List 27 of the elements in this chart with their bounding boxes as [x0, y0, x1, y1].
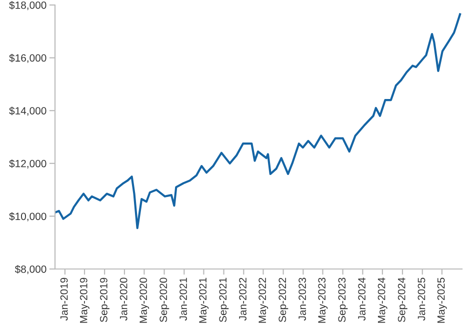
y-tick-label: $10,000	[9, 212, 46, 222]
x-tick-label: Jan-2019	[60, 278, 68, 321]
x-tick-label: Jan-2020	[120, 278, 128, 321]
x-tick-label: May-2023	[318, 278, 328, 323]
y-tick-label: $14,000	[9, 106, 46, 116]
x-tick-label: May-2024	[378, 278, 388, 323]
y-tick-label: $8,000	[14, 265, 46, 274]
y-tick-label: $12,000	[9, 159, 46, 169]
x-tick-label: May-2022	[258, 278, 268, 323]
x-tick-label: Sep-2019	[100, 278, 110, 322]
line-series	[55, 13, 462, 230]
x-tick-label: Jan-2024	[358, 278, 366, 321]
x-tick-label: Sep-2020	[160, 278, 170, 322]
x-tick-label: Sep-2021	[219, 278, 229, 322]
x-tick-label: May-2020	[140, 278, 150, 323]
x-tick-label: Sep-2022	[278, 278, 288, 322]
x-tick-label: Sep-2023	[338, 278, 348, 322]
x-tick-label: Jan-2021	[180, 278, 187, 321]
x-tick-label: May-2019	[80, 278, 90, 323]
x-tick-label: Jan-2025	[418, 278, 426, 321]
x-tick-label: May-2025	[437, 278, 447, 323]
x-tick-label: Jan-2022	[239, 278, 246, 321]
y-tick-label: $18,000	[9, 1, 46, 10]
x-tick-label: Jan-2023	[298, 278, 306, 321]
x-tick-label: May-2021	[199, 278, 209, 323]
x-tick-label: Sep-2024	[398, 278, 408, 322]
y-tick-label: $16,000	[9, 54, 46, 63]
